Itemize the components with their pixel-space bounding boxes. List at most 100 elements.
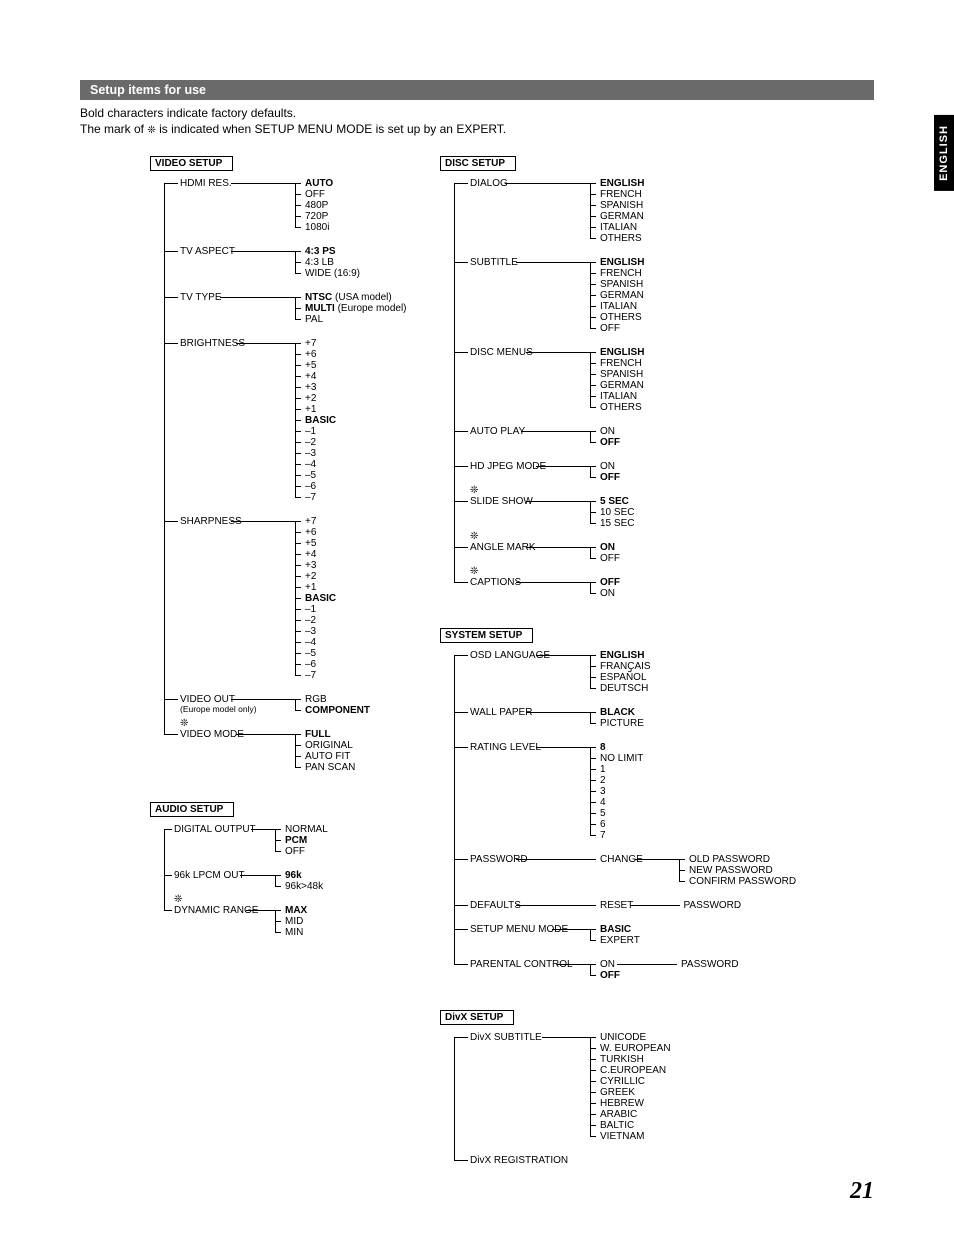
video-setup-brightness-option: +1 xyxy=(305,404,316,415)
system-setup-password-sub: CONFIRM PASSWORD xyxy=(689,876,796,887)
audio-setup-dynamic_range-option: MAX xyxy=(285,905,307,916)
disc-setup-captions-option: ON xyxy=(600,588,615,599)
disc-setup-disc_menus-option: FRENCH xyxy=(600,358,642,369)
audio-setup-digital_output-option: PCM xyxy=(285,835,307,846)
system-setup-rating_level-option: NO LIMIT xyxy=(600,753,643,764)
video-setup-sharpness-option: –1 xyxy=(305,604,316,615)
system-setup-wall_paper-option: BLACK xyxy=(600,707,635,718)
expert-mark: ❊ xyxy=(470,566,478,577)
video-setup-sharpness-option: BASIC xyxy=(305,593,336,604)
divx-setup-divx_registration: DivX REGISTRATION xyxy=(470,1155,568,1166)
video-setup-video_mode-option: FULL xyxy=(305,729,331,740)
system-setup-defaults-sub: PASSWORD xyxy=(684,900,742,911)
system-setup-osd_language-option: ESPAÑOL xyxy=(600,672,647,683)
video-setup-sharpness-option: –5 xyxy=(305,648,316,659)
disc-setup-disc_menus-option: OTHERS xyxy=(600,402,642,413)
video-setup-sharpness-option: +5 xyxy=(305,538,316,549)
video-setup-hdmi_res-option: 480P xyxy=(305,200,328,211)
system-setup-defaults: DEFAULTS xyxy=(470,900,521,911)
video-setup-sharpness-option: +7 xyxy=(305,516,316,527)
disc-setup-subtitle-option: GERMAN xyxy=(600,290,644,301)
disc-setup-subtitle-option: FRENCH xyxy=(600,268,642,279)
video-setup-video_out-note: (Europe model only) xyxy=(180,704,257,714)
video-setup-video_out-option: COMPONENT xyxy=(305,705,370,716)
divx-setup-divx_subtitle-option: UNICODE xyxy=(600,1032,646,1043)
video-setup-tv_aspect-option: 4:3 LB xyxy=(305,257,334,268)
disc-setup-dialog-option: OTHERS xyxy=(600,233,642,244)
video-setup-sharpness-option: +4 xyxy=(305,549,316,560)
system-setup-rating_level-option: 5 xyxy=(600,808,606,819)
video-setup-sharpness-option: +6 xyxy=(305,527,316,538)
disc-setup-hd_jpeg-option: ON xyxy=(600,461,615,472)
video-setup-tv_aspect: TV ASPECT xyxy=(180,246,235,257)
system-setup-rating_level-option: 8 xyxy=(600,742,606,753)
video-setup-hdmi_res-option: OFF xyxy=(305,189,325,200)
disc-setup-slide_show-option: 15 SEC xyxy=(600,518,634,529)
disc-setup-dialog-option: ITALIAN xyxy=(600,222,637,233)
disc-setup-slide_show-option: 5 SEC xyxy=(600,496,629,507)
video-setup-hdmi_res-option: 1080i xyxy=(305,222,329,233)
disc-setup-angle_mark-option: OFF xyxy=(600,553,620,564)
video-setup-title: VIDEO SETUP xyxy=(150,156,233,171)
video-setup-hdmi_res-option: 720P xyxy=(305,211,328,222)
video-setup-brightness-option: +4 xyxy=(305,371,316,382)
video-setup-brightness-option: –5 xyxy=(305,470,316,481)
disc-setup-disc_menus-option: ITALIAN xyxy=(600,391,637,402)
disc-setup-subtitle-option: OFF xyxy=(600,323,620,334)
video-setup-video_mode-option: AUTO FIT xyxy=(305,751,350,762)
expert-mark: ❊ xyxy=(470,531,478,542)
video-setup-tv_type-option: NTSC (USA model) xyxy=(305,292,392,303)
audio-setup-digital_output-option: NORMAL xyxy=(285,824,328,835)
video-setup-video_out-option: RGB xyxy=(305,694,327,705)
video-setup-brightness-option: +6 xyxy=(305,349,316,360)
divx-setup-divx_subtitle-option: ARABIC xyxy=(600,1109,637,1120)
divx-setup-divx_subtitle-option: VIETNAM xyxy=(600,1131,644,1142)
system-setup-password-sub: OLD PASSWORD xyxy=(689,854,770,865)
video-setup-tv_aspect-option: 4:3 PS xyxy=(305,246,336,257)
divx-setup-divx_subtitle-option: HEBREW xyxy=(600,1098,644,1109)
video-setup-brightness-option: +3 xyxy=(305,382,316,393)
intro-line-2: The mark of ❊ is indicated when SETUP ME… xyxy=(80,122,874,136)
disc-setup-subtitle: SUBTITLE xyxy=(470,257,518,268)
system-setup-rating_level-option: 4 xyxy=(600,797,606,808)
expert-glyph-inline: ❊ xyxy=(147,125,155,136)
divx-setup-divx_subtitle-option: W. EUROPEAN xyxy=(600,1043,671,1054)
disc-setup-hd_jpeg-option: OFF xyxy=(600,472,620,483)
disc-setup-title: DISC SETUP xyxy=(440,156,516,171)
video-setup-sharpness-option: +2 xyxy=(305,571,316,582)
disc-setup-disc_menus-option: GERMAN xyxy=(600,380,644,391)
system-setup-rating_level-option: 3 xyxy=(600,786,606,797)
system-setup-rating_level-option: 2 xyxy=(600,775,606,786)
disc-setup-subtitle-option: ITALIAN xyxy=(600,301,637,312)
page-number: 21 xyxy=(850,1178,874,1205)
disc-setup-auto_play-option: ON xyxy=(600,426,615,437)
system-setup-osd_language-option: ENGLISH xyxy=(600,650,644,661)
video-setup-tv_type: TV TYPE xyxy=(180,292,222,303)
video-setup-hdmi_res: HDMI RES. xyxy=(180,178,232,189)
disc-setup-dialog-option: FRENCH xyxy=(600,189,642,200)
system-setup-setup_menu_mode-option: EXPERT xyxy=(600,935,640,946)
disc-setup-captions: CAPTIONS xyxy=(470,577,521,588)
video-setup-brightness-option: +5 xyxy=(305,360,316,371)
disc-setup-auto_play-option: OFF xyxy=(600,437,620,448)
expert-mark: ❊ xyxy=(174,894,182,905)
audio-setup-lpcm_out-option: 96k>48k xyxy=(285,881,323,892)
disc-setup-subtitle-option: OTHERS xyxy=(600,312,642,323)
system-setup-rating_level-option: 1 xyxy=(600,764,606,775)
disc-setup-captions-option: OFF xyxy=(600,577,620,588)
video-setup-brightness-option: –7 xyxy=(305,492,316,503)
system-setup-wall_paper: WALL PAPER xyxy=(470,707,532,718)
divx-setup-divx_subtitle-option: TURKISH xyxy=(600,1054,644,1065)
video-setup-sharpness-option: –7 xyxy=(305,670,316,681)
divx-setup-divx_subtitle-option: C.EUROPEAN xyxy=(600,1065,666,1076)
disc-setup-subtitle-option: SPANISH xyxy=(600,279,643,290)
audio-setup-digital_output-option: OFF xyxy=(285,846,305,857)
divx-setup-title: DivX SETUP xyxy=(440,1010,514,1025)
video-setup-tv_type-option: PAL xyxy=(305,314,323,325)
disc-setup-dialog-option: GERMAN xyxy=(600,211,644,222)
system-setup-title: SYSTEM SETUP xyxy=(440,628,533,643)
video-setup-tv_aspect-option: WIDE (16:9) xyxy=(305,268,360,279)
video-setup-brightness-option: +7 xyxy=(305,338,316,349)
video-setup-sharpness-option: +1 xyxy=(305,582,316,593)
video-setup-video_mode-option: ORIGINAL xyxy=(305,740,353,751)
